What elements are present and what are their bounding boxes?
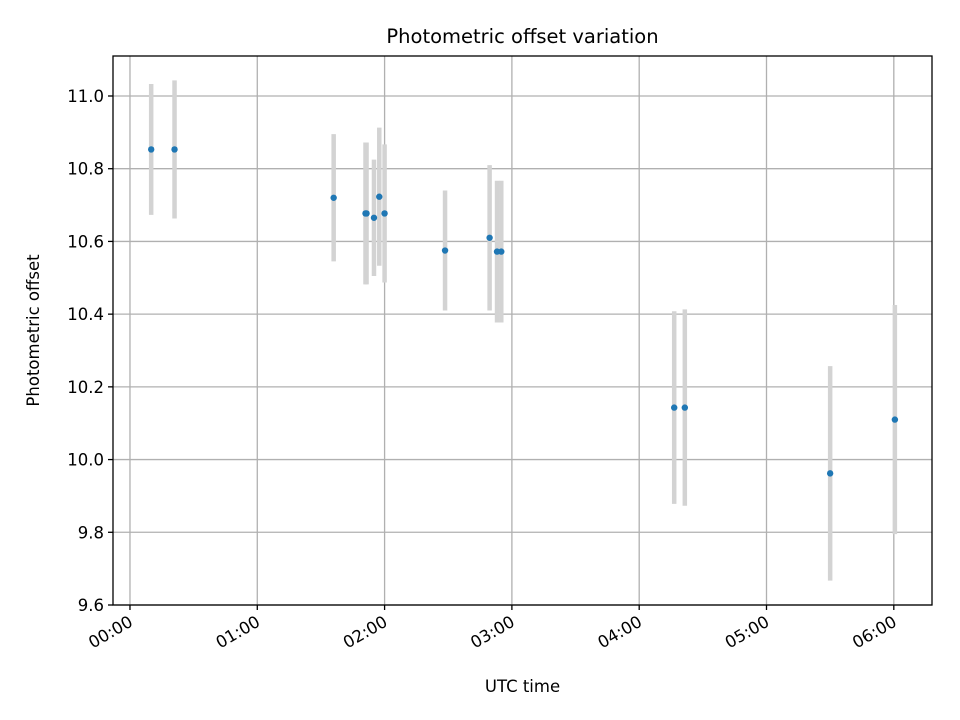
data-point [147,146,155,153]
data-point [381,210,388,217]
y-tick-label: 10.2 [67,378,104,397]
y-tick-label: 10.0 [67,451,104,470]
y-axis-title: Photometric offset [24,254,43,407]
y-tick-label: 10.8 [67,160,104,179]
grid [113,56,932,606]
data-points [147,146,899,477]
data-point [376,193,383,200]
data-point [363,210,370,217]
y-tick-label: 9.8 [78,523,104,542]
y-tick-label: 11.0 [67,87,104,106]
data-point [370,214,378,221]
data-point [441,247,449,254]
y-tick-label: 10.4 [67,305,104,324]
chart-title: Photometric offset variation [386,25,658,48]
data-point [671,404,678,411]
data-point [681,404,689,411]
data-point [171,146,178,153]
x-axis-title: UTC time [485,677,560,696]
data-point [330,194,337,201]
plot-frame [112,55,933,606]
data-point [826,470,834,477]
y-tick-label: 9.6 [78,596,104,615]
data-point [891,416,899,423]
y-tick-label: 10.6 [67,232,104,251]
data-point [486,234,493,241]
data-point [498,248,505,255]
